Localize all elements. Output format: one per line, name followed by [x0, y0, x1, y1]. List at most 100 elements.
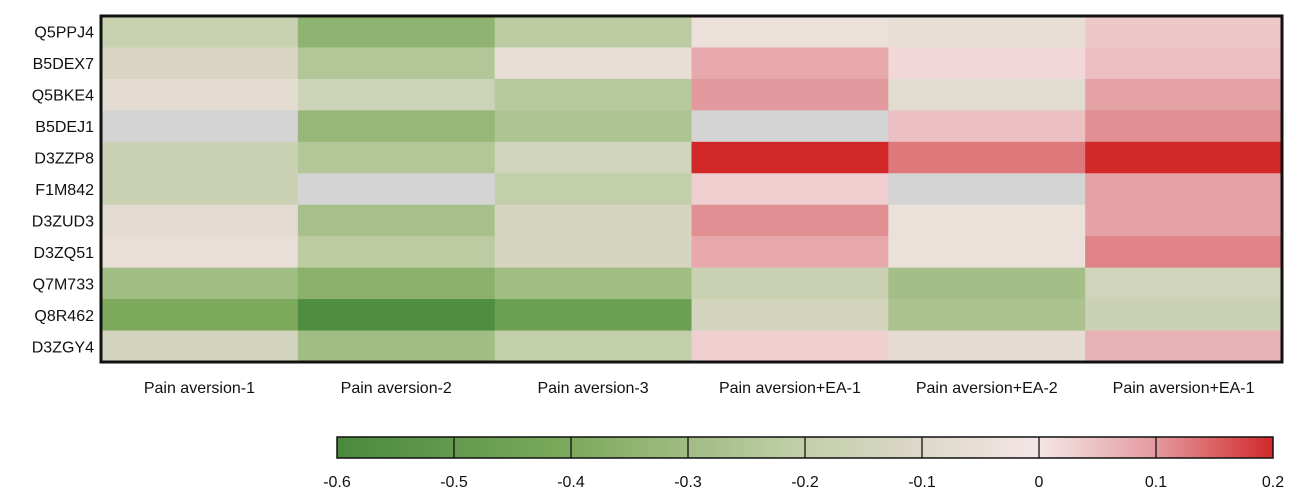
heatmap-cell — [494, 16, 693, 49]
heatmap-cell — [494, 204, 693, 237]
heatmap-cell — [297, 110, 496, 143]
heatmap-cell — [1085, 173, 1283, 206]
heatmap-cell — [101, 330, 299, 363]
heatmap-cell — [691, 110, 889, 143]
heatmap-cell — [888, 16, 1086, 49]
heatmap-cell — [888, 173, 1086, 206]
colorbar-dividers — [453, 437, 1157, 458]
row-label: D3ZUD3 — [32, 213, 94, 230]
heatmap-cell — [494, 47, 693, 80]
heatmap-cell — [297, 47, 496, 80]
heatmap-cell — [888, 110, 1086, 143]
row-label: Q8R462 — [34, 308, 94, 325]
colorbar-tick-label: -0.6 — [323, 474, 351, 491]
row-label: Q5BKE4 — [32, 88, 94, 105]
row-label: Q7M733 — [33, 276, 94, 293]
column-label: Pain aversion+EA-1 — [1113, 380, 1255, 397]
heatmap-cell — [494, 267, 693, 300]
row-label: D3ZQ51 — [34, 245, 95, 262]
heatmap-cell — [297, 267, 496, 300]
row-labels: Q5PPJ4 B5DEX7 Q5BKE4 B5DEJ1 D3ZZP8 F1M842 D3ZU… — [32, 25, 94, 357]
colorbar-tick-label: -0.1 — [908, 474, 936, 491]
heatmap-cell — [888, 204, 1086, 237]
row-label: D3ZGY4 — [32, 339, 94, 356]
heatmap-cell — [297, 236, 496, 269]
heatmap-cell — [1085, 78, 1283, 111]
colorbar-tick-label: 0.1 — [1145, 474, 1167, 491]
column-labels: Pain aversion-1 Pain aversion-2 Pain avers… — [144, 380, 1255, 397]
heatmap-cell — [1085, 236, 1283, 269]
heatmap-cell — [888, 330, 1086, 363]
heatmap-cell — [888, 47, 1086, 80]
colorbar: -0.6 -0.5 -0.4 -0.3 -0.2 -0.1 0 0.1 0.2 — [323, 436, 1284, 491]
colorbar-tick-label: -0.5 — [440, 474, 468, 491]
heatmap-cell — [691, 141, 889, 174]
heatmap-cell — [101, 16, 299, 49]
heatmap-cell — [494, 330, 693, 363]
heatmap-cell — [888, 299, 1086, 332]
heatmap-cell — [297, 173, 496, 206]
heatmap-cell — [297, 78, 496, 111]
colorbar-tick-label: 0.2 — [1262, 474, 1284, 491]
colorbar-tick-labels: -0.6 -0.5 -0.4 -0.3 -0.2 -0.1 0 0.1 0.2 — [323, 474, 1284, 491]
heatmap-cell — [101, 110, 299, 143]
heatmap-cell — [888, 267, 1086, 300]
colorbar-tick-label: -0.2 — [791, 474, 819, 491]
heatmap-cell — [691, 16, 889, 49]
colorbar-tick-label: -0.3 — [674, 474, 702, 491]
heatmap-cell — [101, 173, 299, 206]
heatmap-cell — [101, 204, 299, 237]
heatmap-cell — [494, 299, 693, 332]
heatmap-cell — [101, 236, 299, 269]
heatmap-cell — [691, 236, 889, 269]
heatmap-cell — [1085, 330, 1283, 363]
heatmap-cell — [1085, 204, 1283, 237]
heatmap-cell — [1085, 299, 1283, 332]
heatmap-cells — [101, 16, 1283, 363]
heatmap-cell — [297, 141, 496, 174]
column-label: Pain aversion-1 — [144, 380, 255, 397]
heatmap-frame — [99, 14, 1284, 364]
heatmap-cell — [888, 236, 1086, 269]
heatmap-cell — [297, 204, 496, 237]
heatmap-cell — [494, 236, 693, 269]
heatmap-cell — [691, 299, 889, 332]
row-label: F1M842 — [35, 182, 94, 199]
heatmap-cell — [494, 141, 693, 174]
heatmap-cell — [1085, 267, 1283, 300]
heatmap-cell — [494, 110, 693, 143]
column-label: Pain aversion+EA-1 — [719, 380, 861, 397]
heatmap-cell — [101, 47, 299, 80]
colorbar-tick-label: 0 — [1035, 474, 1044, 491]
heatmap-cell — [888, 141, 1086, 174]
heatmap-cell — [297, 16, 496, 49]
heatmap-cell — [691, 47, 889, 80]
colorbar-tick-label: -0.4 — [557, 474, 585, 491]
row-label: B5DEX7 — [33, 56, 94, 73]
row-label: D3ZZP8 — [34, 151, 94, 168]
heatmap-cell — [691, 204, 889, 237]
heatmap-cell — [691, 330, 889, 363]
heatmap-cell — [297, 330, 496, 363]
heatmap-cell — [1085, 47, 1283, 80]
heatmap-cell — [888, 78, 1086, 111]
heatmap-cell — [494, 78, 693, 111]
heatmap-cell — [101, 299, 299, 332]
column-label: Pain aversion+EA-2 — [916, 380, 1058, 397]
heatmap-cell — [494, 173, 693, 206]
heatmap-cell — [101, 78, 299, 111]
column-label: Pain aversion-2 — [341, 380, 452, 397]
heatmap-cell — [1085, 141, 1283, 174]
heatmap-cell — [1085, 16, 1283, 49]
heatmap-cell — [1085, 110, 1283, 143]
heatmap-cell — [691, 173, 889, 206]
heatmap-cell — [297, 299, 496, 332]
column-label: Pain aversion-3 — [537, 380, 648, 397]
heatmap-cell — [101, 267, 299, 300]
heatmap-cell — [691, 78, 889, 111]
heatmap-cell — [691, 267, 889, 300]
row-label: Q5PPJ4 — [34, 25, 94, 42]
heatmap-cell — [101, 141, 299, 174]
row-label: B5DEJ1 — [35, 119, 94, 136]
